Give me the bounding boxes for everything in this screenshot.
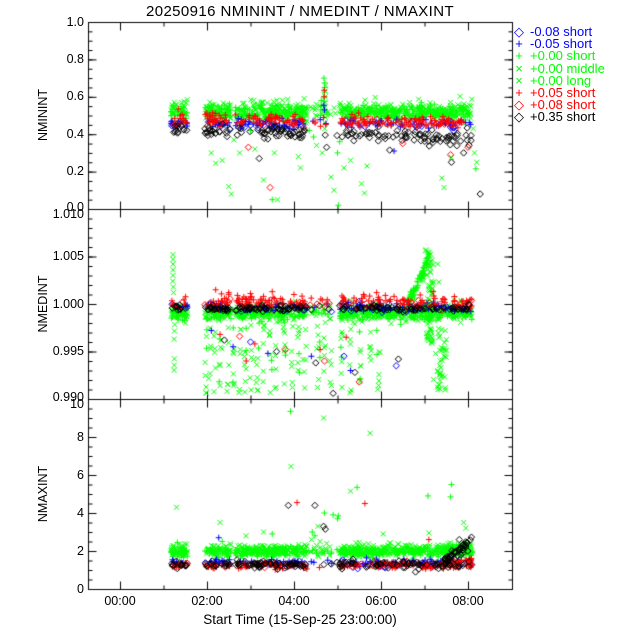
legend-entry: + +0.00 short [508,48,640,64]
legend-entry: ◇ +0.35 short [508,109,640,125]
legend-entry: ◇ -0.08 short [508,24,640,39]
legend-entry: + +0.05 short [508,84,640,100]
legend-diamond-icon: ◇ [514,109,524,125]
x-tick-label: 02:00 [191,594,223,608]
legend-x-icon: × [515,72,523,88]
y-tick-label: 1.010 [52,206,84,221]
y-tick-label: 0 [77,581,84,596]
legend-entry: + -0.05 short [508,36,640,52]
y-tick-label: 0.6 [66,89,84,104]
y-tick-label: 0.995 [52,344,84,358]
legend-plus-icon: + [515,36,523,52]
legend-label: +0.00 long [530,72,592,88]
legend-plus-icon: + [515,48,523,64]
y-tick-label: 0.8 [66,51,84,66]
legend: ◇ -0.08 short + -0.05 short + +0.00 short ×… [508,24,640,125]
legend-entry: × +0.00 long [508,72,640,88]
legend-label: +0.05 short [530,84,596,100]
y-tick-label: 0.990 [52,389,84,404]
y-tick-label: 4 [77,505,84,520]
x-tick-label: 04:00 [278,594,310,608]
y-tick-label: 0.2 [66,164,84,179]
y-tick-label: 0.0 [66,199,84,214]
y-tick-label: 2 [77,543,84,558]
y-tick-label: 1.005 [52,249,84,263]
legend-x-icon: × [515,60,523,76]
y-tick-label: 0.4 [66,126,84,141]
legend-label: +0.00 middle [530,60,605,76]
legend-label: +0.08 short [530,97,596,113]
legend-entry: ◇ +0.08 short [508,97,640,113]
legend-label: -0.05 short [530,36,593,52]
x-tick-label: 08:00 [452,594,484,608]
x-axis-title: Start Time (15-Sep-25 23:00:00) [203,612,397,627]
x-tick-label: 00:00 [104,594,136,608]
legend-diamond-icon: ◇ [514,24,524,39]
legend-plus-icon: + [515,84,523,100]
legend-entry: × +0.00 middle [508,60,640,76]
x-tick-label: 06:00 [365,594,397,608]
y-tick-label: 1.000 [52,296,84,311]
y-tick-label: 1.0 [66,14,84,29]
y-tick-label: 6 [77,467,84,482]
legend-label: +0.35 short [530,109,596,125]
legend-diamond-icon: ◇ [514,97,524,113]
legend-label: -0.08 short [530,24,593,39]
y-tick-label: 10 [70,396,84,411]
legend-label: +0.00 short [530,48,596,64]
chart-title: 20250916 NMININT / NMEDINT / NMAXINT [145,3,455,20]
y-tick-label: 8 [77,429,84,444]
